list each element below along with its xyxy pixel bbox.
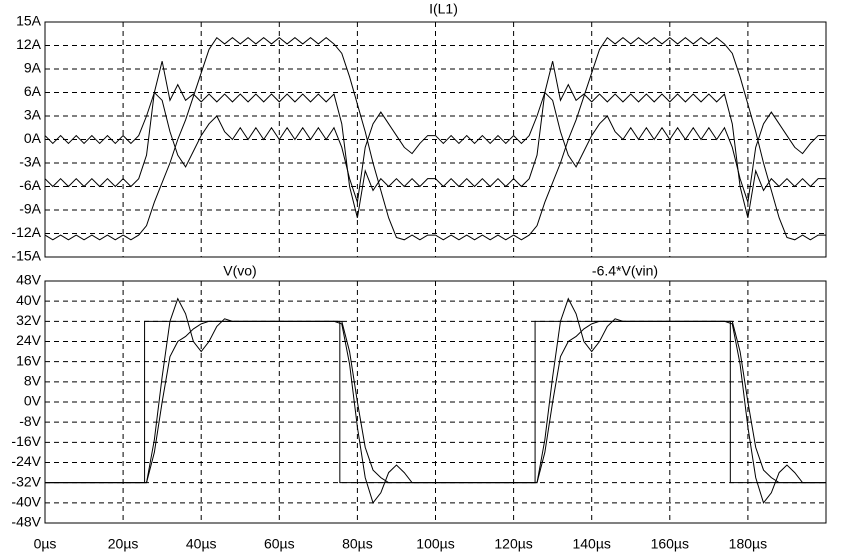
x-tick-label: 60µs bbox=[264, 536, 295, 552]
trace bbox=[44, 91, 826, 203]
trace bbox=[44, 61, 826, 218]
y-tick-label: -16V bbox=[11, 433, 41, 449]
y-tick-label: -6A bbox=[19, 177, 41, 193]
y-tick-label: 24V bbox=[16, 332, 42, 348]
x-tick-label: 0µs bbox=[34, 536, 57, 552]
y-tick-label: -24V bbox=[11, 453, 41, 469]
x-tick-label: 180µs bbox=[729, 536, 767, 552]
chart-title: I(L1) bbox=[429, 1, 458, 17]
y-tick-label: 0A bbox=[24, 130, 42, 146]
y-tick-label: 12A bbox=[16, 36, 42, 52]
y-tick-label: -40V bbox=[11, 494, 41, 510]
x-tick-label: 40µs bbox=[186, 536, 217, 552]
y-tick-label: 3A bbox=[24, 107, 42, 123]
trace bbox=[45, 320, 826, 484]
y-tick-label: -9A bbox=[19, 201, 41, 217]
plot-frame bbox=[44, 21, 827, 258]
trace-label: -6.4*V(vin) bbox=[592, 263, 658, 279]
y-tick-label: -32V bbox=[11, 473, 41, 489]
x-tick-label: 140µs bbox=[572, 536, 610, 552]
y-tick-label: -3A bbox=[19, 154, 41, 170]
y-tick-label: 40V bbox=[16, 292, 42, 308]
x-tick-label: 80µs bbox=[342, 536, 373, 552]
y-tick-label: 9A bbox=[24, 60, 42, 76]
trace-label: V(vo) bbox=[223, 263, 256, 279]
y-tick-label: 6A bbox=[24, 83, 42, 99]
x-tick-label: 160µs bbox=[651, 536, 689, 552]
y-tick-label: -8V bbox=[19, 413, 41, 429]
plot-frame bbox=[44, 280, 827, 524]
y-tick-label: -15A bbox=[11, 248, 41, 264]
x-tick-label: 120µs bbox=[494, 536, 532, 552]
y-tick-label: 16V bbox=[16, 352, 42, 368]
y-tick-label: 32V bbox=[16, 312, 42, 328]
y-tick-label: -12A bbox=[11, 224, 41, 240]
y-tick-label: 0V bbox=[24, 393, 42, 409]
y-tick-label: 48V bbox=[16, 272, 42, 288]
x-tick-label: 20µs bbox=[108, 536, 139, 552]
y-tick-label: 8V bbox=[24, 373, 42, 389]
x-tick-label: 100µs bbox=[416, 536, 454, 552]
y-tick-label: 15A bbox=[16, 13, 42, 29]
y-tick-label: -48V bbox=[11, 514, 41, 530]
